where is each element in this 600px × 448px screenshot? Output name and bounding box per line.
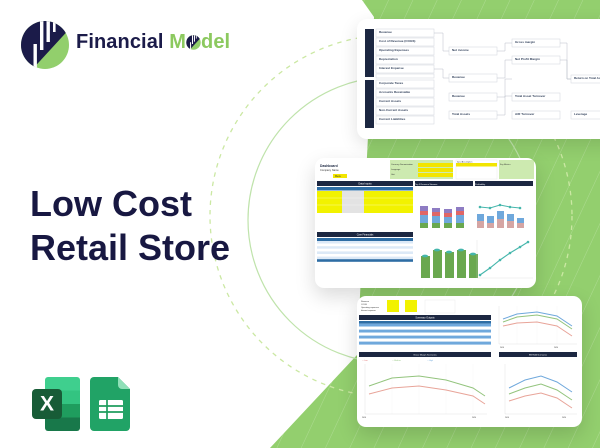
svg-text:Total Asset Turnover: Total Asset Turnover bbox=[515, 94, 546, 98]
svg-text:Interest Expense: Interest Expense bbox=[379, 66, 404, 70]
svg-text:COGS: COGS bbox=[361, 304, 368, 306]
svg-text:Language: Language bbox=[391, 169, 401, 171]
svg-text:Dashboard: Dashboard bbox=[320, 164, 338, 168]
svg-text:Total Assets: Total Assets bbox=[452, 112, 470, 116]
svg-text:Non-Current Assets: Non-Current Assets bbox=[379, 108, 408, 112]
svg-text:Depreciation: Depreciation bbox=[379, 57, 398, 61]
svg-text:2020: 2020 bbox=[554, 347, 558, 349]
svg-text:2016: 2016 bbox=[362, 417, 366, 419]
svg-text:Input Assumption: Input Assumption bbox=[457, 161, 472, 164]
svg-text:Cash Flow: Cash Flow bbox=[415, 234, 425, 236]
svg-text:Company Name: Company Name bbox=[320, 168, 339, 172]
svg-text:Gross margin: Gross margin bbox=[515, 40, 535, 44]
svg-text:— Medium: — Medium bbox=[392, 360, 401, 362]
svg-text:Menu: Menu bbox=[335, 175, 342, 178]
svg-text:Cost of Revenue (COGS): Cost of Revenue (COGS) bbox=[379, 39, 415, 43]
svg-text:Interest expense: Interest expense bbox=[361, 309, 377, 312]
svg-text:X: X bbox=[40, 393, 54, 416]
svg-text:Revenue: Revenue bbox=[361, 301, 370, 303]
svg-text:Corporate Taxes: Corporate Taxes bbox=[379, 81, 403, 85]
svg-text:Gross Margin Scenarios: Gross Margin Scenarios bbox=[413, 354, 437, 357]
svg-text:Top 5 Revenue Streams: Top 5 Revenue Streams bbox=[415, 183, 437, 186]
svg-text:Revenue: Revenue bbox=[379, 30, 392, 34]
svg-text:Key Metrics: Key Metrics bbox=[500, 163, 510, 166]
svg-text:2016: 2016 bbox=[505, 417, 509, 419]
svg-text:Currency Denomination: Currency Denomination bbox=[391, 163, 414, 166]
svg-text:Core Financials: Core Financials bbox=[357, 234, 374, 237]
svg-text:Return on Total Assets: Return on Total Assets bbox=[574, 76, 600, 80]
svg-text:Revenue: Revenue bbox=[452, 75, 465, 79]
svg-text:Current Liabilities: Current Liabilities bbox=[379, 117, 406, 121]
svg-text:— High: — High bbox=[427, 360, 433, 362]
svg-text:EBITDA Scenarios: EBITDA Scenarios bbox=[529, 354, 548, 357]
svg-text:Operating Expenses: Operating Expenses bbox=[379, 48, 409, 52]
svg-text:Accounts Receivable: Accounts Receivable bbox=[379, 90, 410, 94]
svg-text:Leverage: Leverage bbox=[574, 112, 588, 116]
svg-text:Profitability: Profitability bbox=[475, 183, 486, 186]
svg-text:2020: 2020 bbox=[562, 417, 566, 419]
svg-text:— Low: — Low bbox=[362, 360, 368, 362]
svg-text:Revenue: Revenue bbox=[452, 94, 465, 98]
svg-text:A/R Turnover: A/R Turnover bbox=[515, 112, 535, 116]
svg-text:Net Profit Margin: Net Profit Margin bbox=[515, 57, 540, 61]
svg-text:2020: 2020 bbox=[472, 417, 476, 419]
svg-text:Unit: Unit bbox=[391, 173, 395, 176]
svg-text:Current Assets: Current Assets bbox=[379, 99, 401, 103]
svg-text:2016: 2016 bbox=[500, 347, 504, 349]
svg-text:Operating expenses: Operating expenses bbox=[361, 306, 379, 309]
svg-text:Investment Payback: Investment Payback bbox=[477, 233, 495, 236]
svg-text:Data Inputs: Data Inputs bbox=[358, 182, 372, 186]
svg-text:Summary Outputs: Summary Outputs bbox=[415, 317, 435, 320]
svg-text:Net income: Net income bbox=[452, 48, 469, 52]
